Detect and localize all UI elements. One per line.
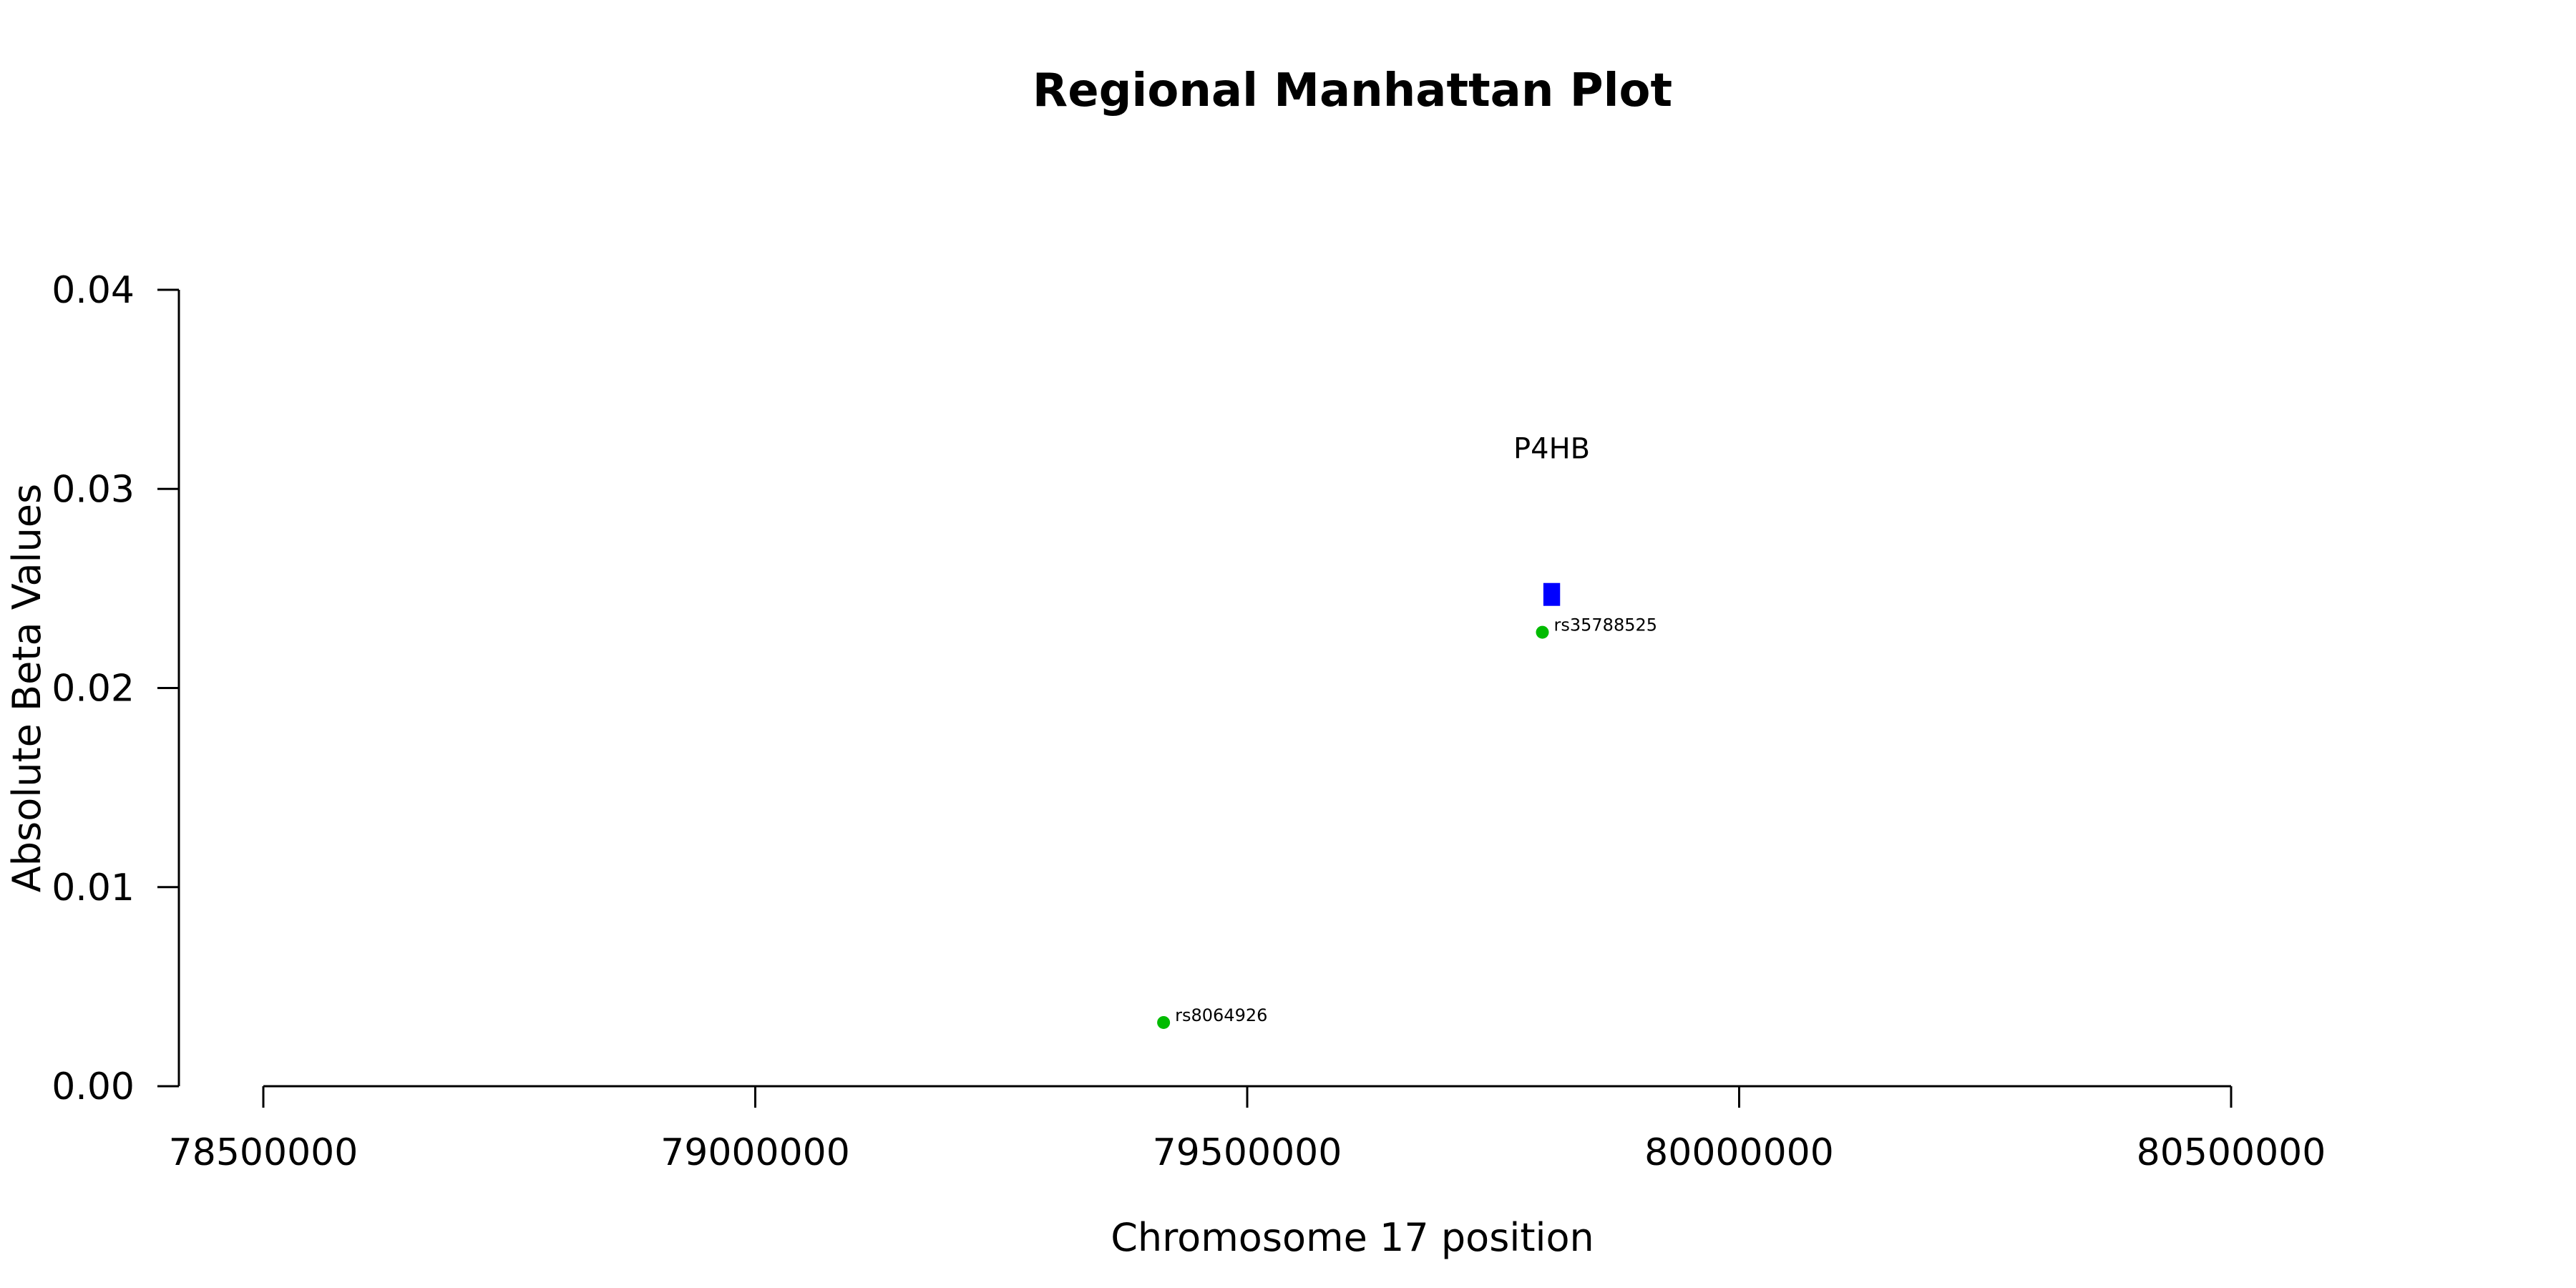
y-tick-label: 0.01	[52, 867, 135, 909]
gene-block	[1543, 582, 1561, 606]
snp-label: rs8064926	[1175, 1005, 1267, 1025]
y-tick-label: 0.02	[52, 668, 135, 711]
x-tick-label: 80000000	[1644, 1131, 1834, 1174]
y-tick-label: 0.03	[52, 468, 135, 511]
x-axis-label: Chromosome 17 position	[1111, 1215, 1594, 1260]
snp-point	[1157, 1015, 1171, 1029]
x-tick-label: 79000000	[660, 1131, 850, 1174]
x-tick-label: 80500000	[2137, 1131, 2326, 1174]
y-tick-label: 0.04	[52, 269, 135, 312]
x-tick-label: 79500000	[1153, 1131, 1342, 1174]
y-tick-label: 0.00	[52, 1065, 135, 1108]
x-axis-ticks: 78500000 79000000 79500000 80000000 80500000	[169, 1086, 2326, 1174]
chart-title: Regional Manhattan Plot	[1033, 64, 1672, 117]
snp-point	[1536, 625, 1549, 639]
y-axis-ticks: 0.00 0.01 0.02 0.03 0.04	[52, 269, 179, 1108]
y-axis-label: Absolute Beta Values	[4, 484, 49, 892]
snp-label: rs35788525	[1554, 615, 1658, 635]
x-tick-label: 78500000	[169, 1131, 358, 1174]
gene-layer: P4HB	[1513, 433, 1590, 606]
gene-label: P4HB	[1513, 433, 1590, 466]
snp-points-layer: rs8064926 rs35788525	[1157, 615, 1657, 1029]
